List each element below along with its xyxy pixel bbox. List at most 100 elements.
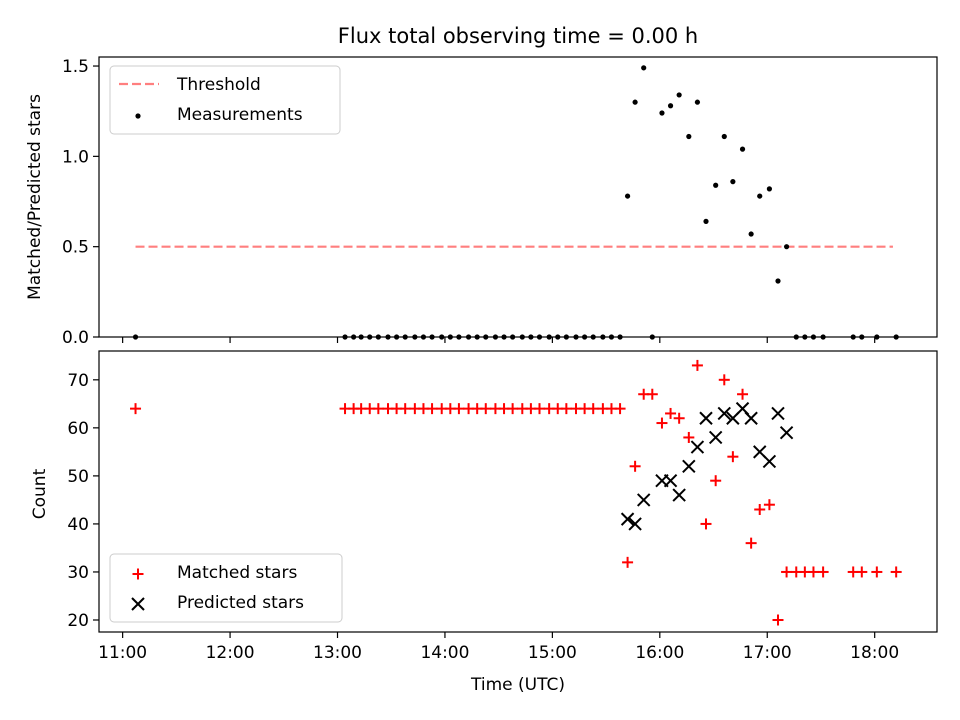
predicted-star-point [620, 512, 635, 526]
matched-star-point [560, 403, 572, 415]
legend-label: Matched stars [177, 563, 297, 583]
measurement-point [694, 99, 701, 105]
measurement-point [783, 244, 790, 250]
predicted-star-point [636, 493, 651, 507]
measurement-point [713, 182, 719, 188]
predicted-star-point [663, 473, 678, 488]
axes-frame [98, 56, 938, 338]
matched-star-point [737, 388, 749, 400]
matched-star-point [727, 451, 739, 463]
legend-box [109, 65, 341, 135]
matched-star-point [665, 407, 677, 419]
legend: Matched stars Predicted stars [109, 553, 343, 623]
matched-star-point [817, 566, 829, 578]
predicted-star-mark-b [636, 493, 651, 507]
matched-star-point [507, 403, 519, 415]
matched-star-point [718, 374, 730, 386]
matched-star-point [629, 460, 641, 472]
x-axis-label: Time (UTC) [470, 675, 565, 695]
y-tick-label: 30 [67, 563, 89, 583]
predicted-star-mark-b [682, 459, 696, 473]
x-tick-label: 12:00 [206, 643, 255, 663]
predicted-star-mark-b [699, 411, 713, 425]
measurement-point [667, 103, 674, 109]
predicted-star-mark-b [744, 411, 758, 425]
predicted-star-mark-b [735, 401, 750, 416]
legend-predicted-swatch-b [131, 597, 145, 611]
measurement-point [624, 193, 631, 199]
measurement-point [686, 133, 692, 140]
x-tick-label: 11:00 [98, 643, 147, 663]
matched-star-point [856, 566, 868, 578]
y-tick-label: 0.0 [62, 328, 89, 348]
measurement-point [676, 92, 682, 98]
matched-star-point [807, 566, 819, 578]
chart-title: Flux total observing time = 0.00 h [338, 24, 698, 48]
predicted-star-mark-b [663, 473, 678, 488]
x-tick-label: 14:00 [420, 643, 469, 663]
measurement-point [775, 278, 781, 284]
measurement-point [730, 179, 736, 185]
predicted-star-mark-b [708, 430, 723, 445]
matched-star-point [781, 566, 793, 578]
predicted-star-mark-b [717, 406, 731, 421]
matched-star-point [673, 412, 685, 424]
predicted-star-point [699, 411, 713, 425]
matched-star-point [656, 417, 668, 429]
y-tick-label: 20 [67, 611, 89, 631]
predicted-star-point [762, 454, 777, 469]
matched-star-point [453, 403, 465, 415]
top-panel: 0.0 0.5 1.0 1.5 Threshold Measurements [62, 56, 938, 348]
predicted-star-mark-b [620, 512, 635, 526]
predicted-star-mark-b [779, 425, 794, 440]
measurement-point [641, 65, 647, 71]
predicted-star-mark-b [690, 440, 705, 454]
legend-matched-swatch [132, 568, 144, 580]
legend-predicted-swatch [131, 597, 145, 611]
measurement-point [739, 146, 746, 152]
x-tick-label: 15:00 [528, 643, 577, 663]
predicted-star-mark-b [762, 454, 777, 469]
x-tick-label: 13:00 [313, 643, 362, 663]
legend: Threshold Measurements [109, 65, 341, 135]
predicted-star-mark-b [672, 488, 686, 502]
y-tick-label: 50 [67, 467, 89, 487]
predicted-star-point [779, 425, 794, 440]
matched-star-point [763, 499, 775, 511]
matched-star-point [533, 403, 545, 415]
y-tick-label: 70 [67, 371, 89, 391]
matched-star-point [871, 566, 883, 578]
predicted-star-mark-b [628, 517, 642, 531]
legend-label: Predicted stars [177, 593, 304, 613]
predicted-star-point [744, 411, 758, 425]
predicted-star-point [708, 430, 723, 445]
matched-star-point [646, 388, 658, 400]
axes-frame [98, 350, 938, 633]
matched-star-point [426, 403, 438, 415]
measurement-point [703, 218, 709, 224]
legend-box [109, 553, 343, 623]
x-tick-label: 18:00 [850, 643, 899, 663]
top-y-axis-label: Matched/Predicted stars [25, 94, 45, 300]
predicted-star-point [628, 517, 642, 531]
matched-star-point [480, 403, 492, 415]
legend-label: Threshold [176, 75, 261, 95]
matched-star-point [700, 518, 712, 530]
matched-star-point [691, 359, 703, 371]
matched-star-point [890, 566, 902, 578]
matched-star-point [130, 403, 142, 415]
measurement-point [757, 193, 763, 199]
predicted-star-mark-b [753, 445, 767, 459]
measurement-point [766, 186, 773, 192]
measurement-point [632, 99, 638, 105]
bottom-panel: 20 30 40 50 60 70 11:00 12:00 13:00 14:00 15:00 16:… [67, 350, 938, 663]
predicted-star-point [672, 488, 686, 502]
y-tick-label: 1.5 [62, 57, 89, 77]
y-tick-label: 1.0 [62, 147, 89, 167]
matched-star-point [622, 556, 634, 568]
matched-star-point [754, 504, 766, 516]
matched-star-point [772, 614, 784, 626]
legend-measurement-swatch [135, 113, 141, 119]
predicted-star-point [717, 406, 731, 421]
